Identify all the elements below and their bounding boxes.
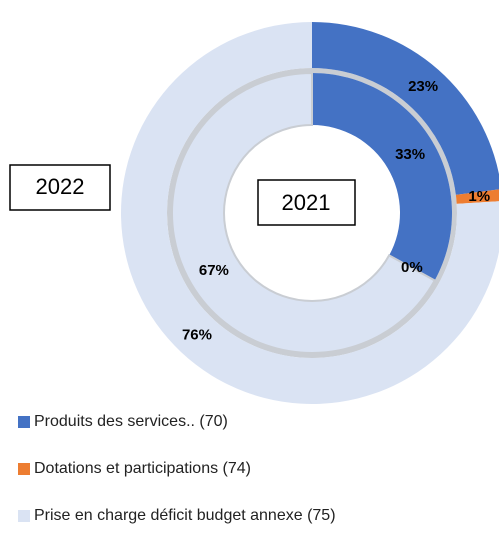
donut-segment (312, 22, 499, 195)
donut-segment (312, 73, 453, 281)
donut-segment (455, 189, 499, 204)
series-name: 2022 (36, 174, 85, 199)
data-label: 76% (182, 326, 212, 343)
legend-label: Prise en charge déficit budget annexe (7… (34, 507, 336, 524)
data-label: 23% (408, 78, 438, 95)
legend-label: Dotations et participations (74) (34, 460, 251, 477)
legend-swatch (18, 463, 30, 475)
legend-label: Produits des services.. (70) (34, 413, 228, 430)
data-label: 1% (468, 188, 490, 205)
donut-segment (171, 71, 437, 354)
rings (121, 22, 499, 404)
data-label: 33% (395, 146, 425, 163)
series-box (257, 179, 356, 226)
labels: 23% 1% 76% 33% 0% 67% (182, 78, 490, 343)
legend-swatch (18, 416, 30, 428)
series-box (9, 164, 111, 211)
data-label: 0% (401, 259, 423, 276)
series-name: 2021 (282, 190, 331, 215)
legend: Produits des services.. (70) Dotations et… (18, 413, 336, 524)
legend-swatch (18, 510, 30, 522)
ring-outline (167, 68, 457, 358)
data-label: 67% (199, 262, 229, 279)
